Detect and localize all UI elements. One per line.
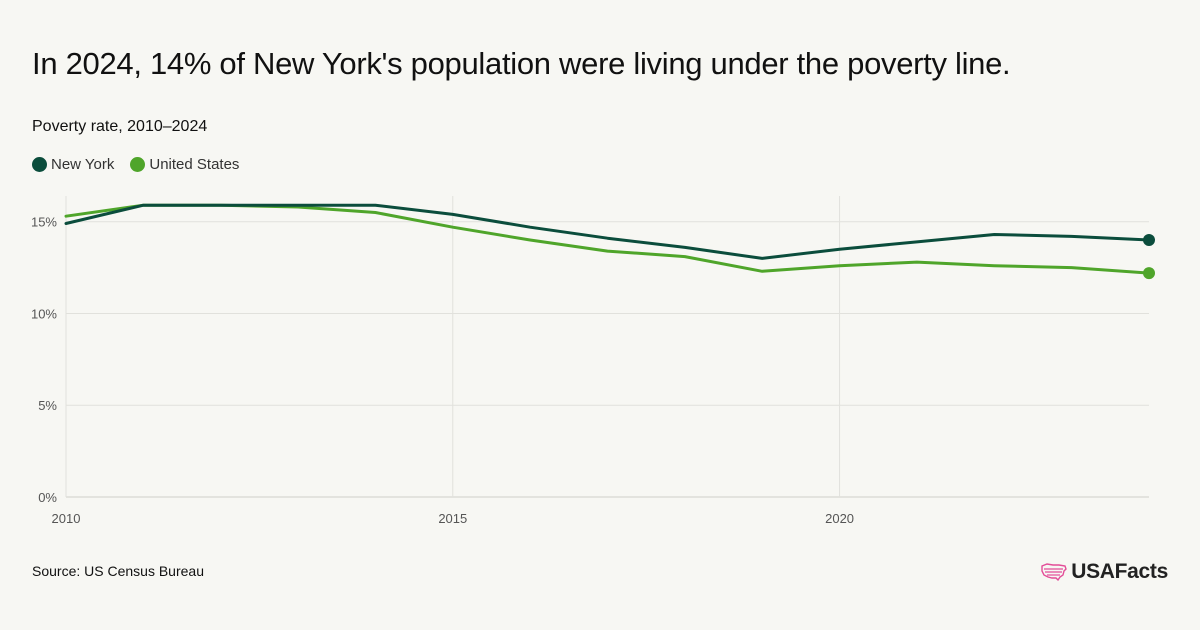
- end-marker-new-york: [1143, 234, 1155, 247]
- x-tick-label: 2010: [52, 511, 81, 526]
- usafacts-logo[interactable]: USAFacts: [1041, 560, 1168, 584]
- legend-swatch-new-york: [32, 157, 47, 172]
- legend-label-united-states: United States: [149, 156, 240, 173]
- legend-item-new-york: New York: [32, 156, 114, 173]
- y-tick-label: 15%: [31, 215, 57, 230]
- x-tick-label: 2015: [438, 511, 467, 526]
- legend-label-new-york: New York: [51, 156, 115, 173]
- us-map-icon: [1041, 563, 1068, 581]
- x-tick-label: 2020: [825, 511, 854, 526]
- axis-labels-layer: 0% 5% 10% 15% 2010 2015 2020: [31, 215, 854, 526]
- series-layer: [64, 203, 1155, 280]
- end-marker-united-states: [1143, 267, 1155, 280]
- series-line-new-york: [64, 203, 1151, 260]
- chart-legend: New York United States: [32, 156, 239, 173]
- brand-name: USAFacts: [1071, 560, 1168, 583]
- y-tick-label: 0%: [38, 490, 57, 505]
- y-tick-label: 10%: [31, 306, 57, 321]
- chart-title: In 2024, 14% of New York's population we…: [32, 46, 1011, 81]
- source-note: Source: US Census Bureau: [32, 563, 204, 579]
- legend-swatch-united-states: [130, 157, 146, 172]
- legend-item-united-states: United States: [130, 156, 239, 173]
- grid-layer: [65, 196, 1149, 498]
- y-tick-label: 5%: [38, 398, 57, 413]
- chart-subtitle: Poverty rate, 2010–2024: [32, 118, 208, 135]
